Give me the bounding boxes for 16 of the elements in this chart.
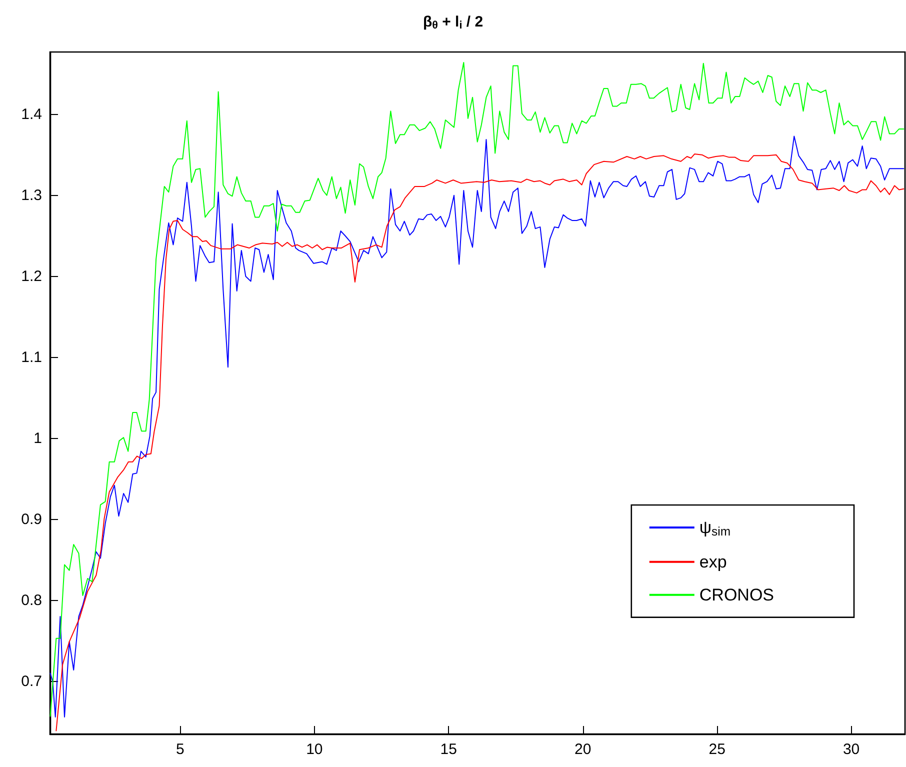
y-tick-label: 0.7: [21, 672, 42, 690]
y-tick-label: 1: [34, 430, 42, 447]
y-tick-label: 1.4: [21, 106, 42, 123]
y-tick-label: 0.9: [21, 510, 42, 528]
y-tick-label: 0.8: [21, 592, 42, 609]
y-tick-label: 1.3: [21, 186, 42, 204]
x-tick-label: 10: [306, 741, 323, 758]
x-tick-label: 20: [574, 741, 592, 758]
x-tick-label: 5: [176, 741, 184, 758]
legend-label: CRONOS: [699, 585, 774, 604]
x-tick-label: 15: [440, 741, 457, 758]
x-tick-label: 30: [842, 741, 860, 758]
y-tick-label: 1.2: [21, 268, 42, 285]
legend-label: exp: [699, 552, 727, 572]
y-tick-label: 1.1: [21, 348, 42, 366]
x-tick-label: 25: [708, 741, 726, 758]
